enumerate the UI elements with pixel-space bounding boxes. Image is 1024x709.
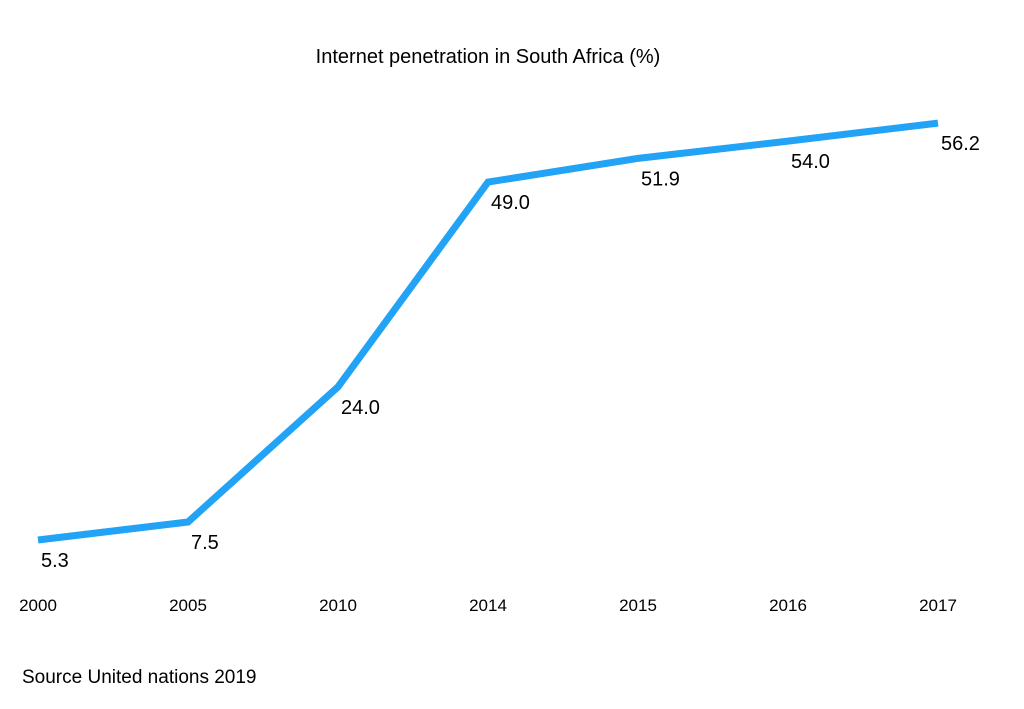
x-tick-label: 2015 [619,596,657,615]
x-tick-label: 2005 [169,596,207,615]
data-label: 56.2 [941,133,980,155]
series-line [37,119,939,544]
x-tick-label: 2000 [19,596,57,615]
data-label: 49.0 [491,192,530,214]
x-tick-label: 2017 [919,596,957,615]
source-note: Source United nations 2019 [22,667,257,688]
data-label: 24.0 [341,397,380,419]
x-tick-label: 2014 [469,596,507,615]
chart-title: Internet penetration in South Africa (%) [316,46,661,68]
x-tick-label: 2010 [319,596,357,615]
x-tick-label: 2016 [769,596,807,615]
data-label: 7.5 [191,532,219,554]
data-label: 51.9 [641,168,680,190]
data-label: 5.3 [41,550,69,572]
data-label: 54.0 [791,151,830,173]
